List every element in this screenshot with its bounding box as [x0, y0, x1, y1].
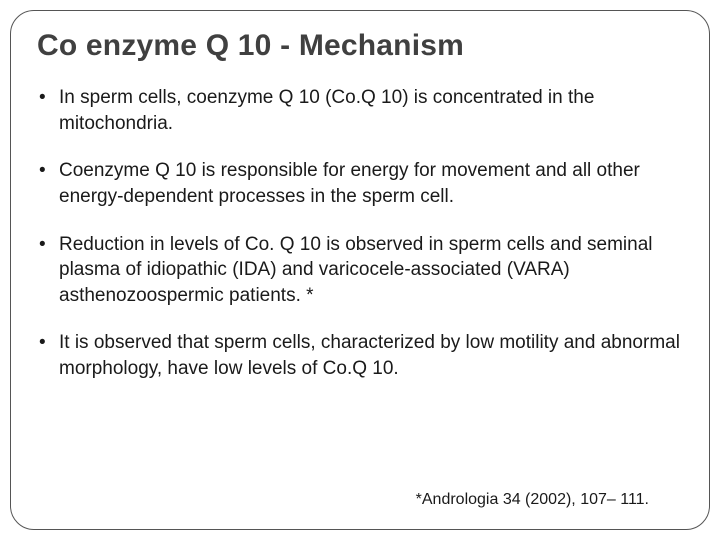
citation-text: *Andrologia 34 (2002), 107– 111. [416, 491, 649, 509]
slide-frame: Co enzyme Q 10 - Mechanism In sperm cell… [10, 10, 710, 530]
bullet-item: Reduction in levels of Co. Q 10 is obser… [37, 232, 683, 309]
bullet-item: Coenzyme Q 10 is responsible for energy … [37, 158, 683, 209]
bullet-list: In sperm cells, coenzyme Q 10 (Co.Q 10) … [37, 85, 683, 382]
slide-title: Co enzyme Q 10 - Mechanism [37, 29, 683, 63]
bullet-item: It is observed that sperm cells, charact… [37, 330, 683, 381]
bullet-item: In sperm cells, coenzyme Q 10 (Co.Q 10) … [37, 85, 683, 136]
